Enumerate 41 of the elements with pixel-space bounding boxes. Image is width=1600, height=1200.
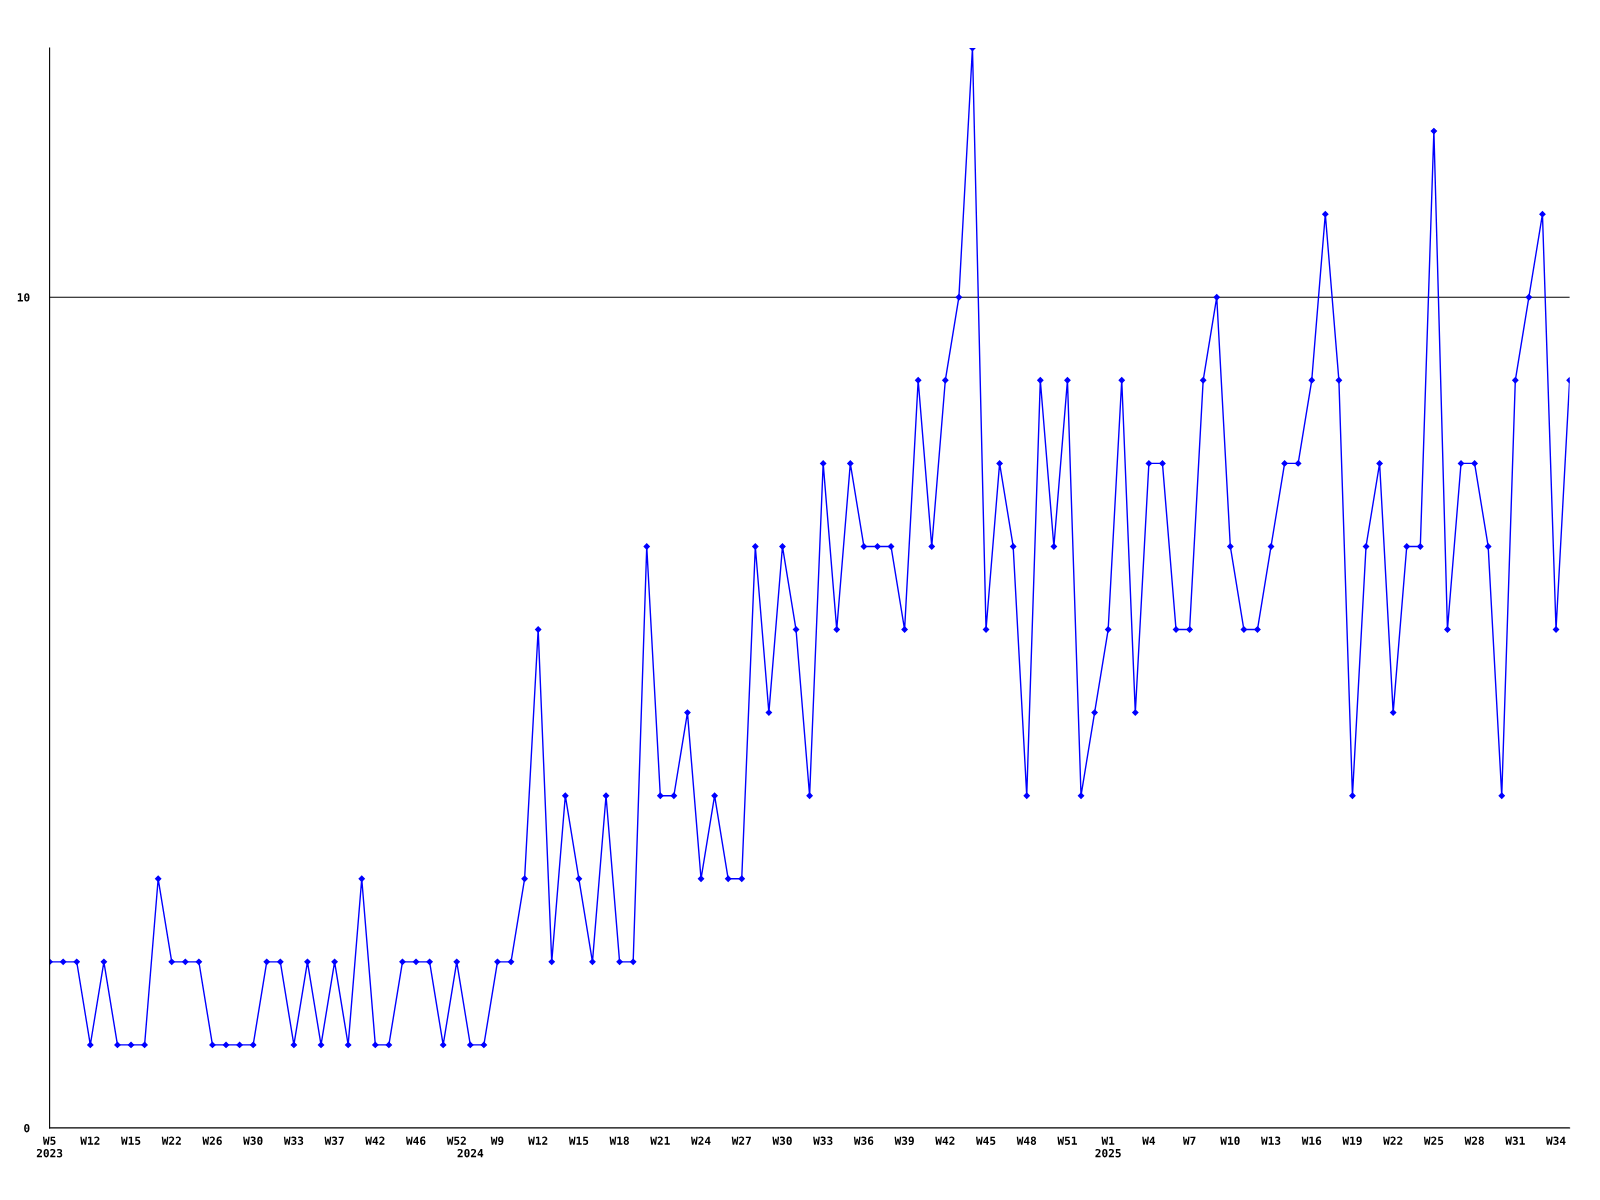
x-tick-label: W16 — [1301, 1136, 1322, 1145]
x-tick-label: W42 — [365, 1136, 385, 1145]
y-tick-label: 10 — [17, 293, 30, 302]
x-tick-label: W15 — [120, 1136, 141, 1145]
y-tick-label: 0 — [24, 1123, 30, 1133]
x-tick-label: W36 — [853, 1136, 874, 1145]
x-tick-label: W7 — [1182, 1136, 1196, 1145]
x-tick-label: W12 — [528, 1136, 548, 1145]
x-tick-label: W22 — [1383, 1136, 1403, 1145]
x-tick-label: W13 — [1260, 1136, 1281, 1145]
x-tick-label: W12 — [80, 1136, 100, 1145]
x-tick-label: W10 — [1220, 1136, 1240, 1145]
x-tick-label: W5 2023 — [36, 1136, 63, 1158]
x-tick-label: W31 — [1505, 1136, 1525, 1145]
x-tick-label: W33 — [283, 1136, 304, 1145]
x-tick-label: W51 — [1057, 1136, 1077, 1145]
x-tick-label: 2024 — [457, 1148, 484, 1158]
x-tick-label: W34 — [1545, 1136, 1566, 1145]
x-tick-label: W48 — [1016, 1136, 1037, 1145]
x-tick-label: W33 — [813, 1136, 833, 1145]
x-tick-label: W42 — [935, 1136, 955, 1145]
x-tick-label: W30 — [772, 1136, 792, 1145]
x-tick-label: W26 — [202, 1136, 222, 1145]
x-tick-label: W22 — [161, 1136, 181, 1145]
x-tick-label: W45 — [975, 1136, 996, 1145]
x-tick-label: W28 — [1464, 1136, 1484, 1145]
x-tick-label: W39 — [894, 1136, 914, 1145]
x-tick-label: W25 — [1423, 1136, 1444, 1145]
x-tick-label: W30 — [243, 1136, 263, 1145]
x-tick-label: W37 — [324, 1136, 344, 1145]
x-tick-label: W24 — [690, 1136, 711, 1145]
x-tick-label: W46 — [405, 1136, 426, 1145]
x-tick-label: W1 2025 — [1095, 1136, 1121, 1158]
x-tick-label: W21 — [650, 1136, 670, 1145]
x-tick-label: W52 — [446, 1136, 466, 1145]
x-tick-label: W15 — [568, 1136, 589, 1145]
x-tick-label: W27 — [731, 1136, 751, 1145]
x-tick-label: W18 — [609, 1136, 629, 1145]
x-tick-label: W9 — [490, 1136, 504, 1145]
x-tick-label: W19 — [1342, 1136, 1362, 1145]
x-tick-label: W4 — [1142, 1136, 1156, 1145]
